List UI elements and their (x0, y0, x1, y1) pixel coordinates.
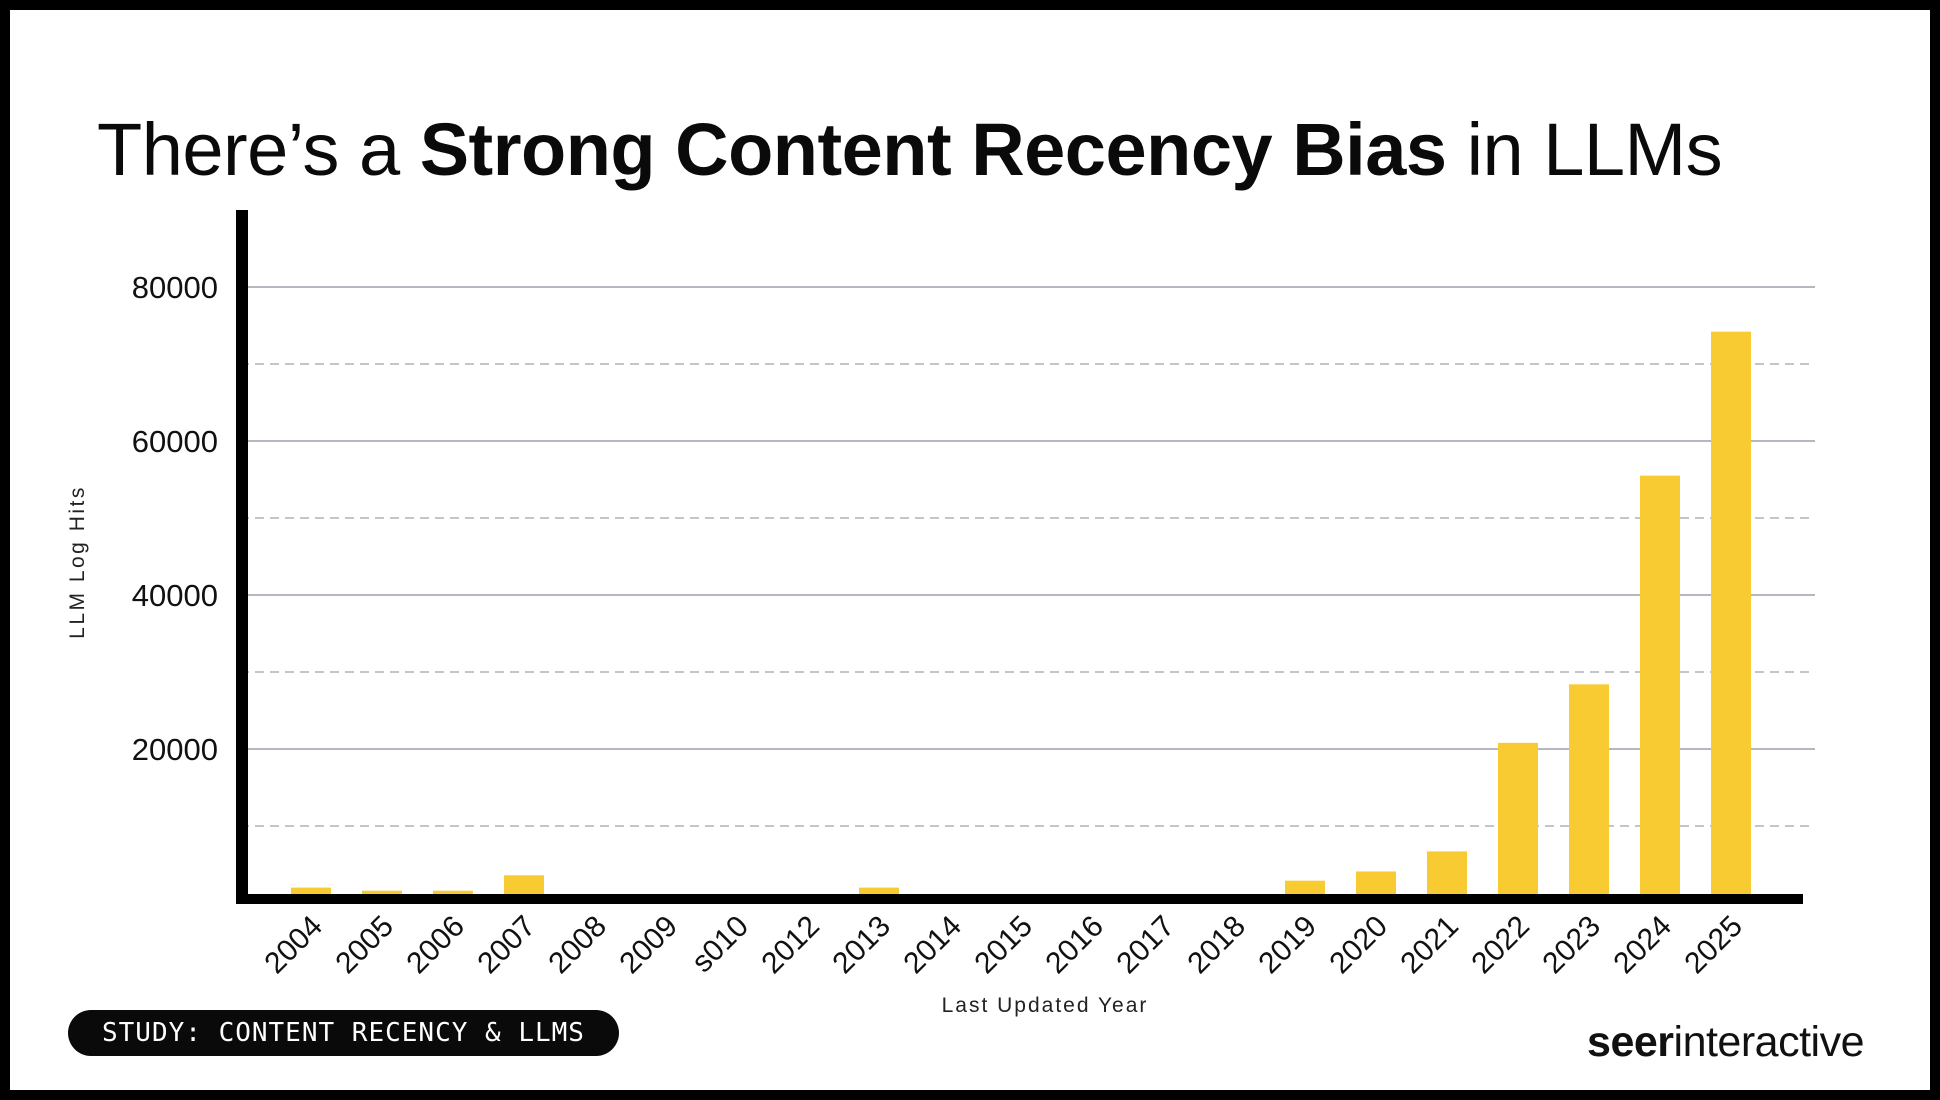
x-tick-label: 2019 (1252, 910, 1323, 981)
x-tick-label: 2015 (968, 910, 1039, 981)
title-suffix: in LLMs (1446, 107, 1723, 191)
bar (1640, 475, 1680, 904)
study-badge: STUDY: CONTENT RECENCY & LLMS (68, 1010, 619, 1056)
x-tick-label: 2006 (400, 910, 471, 981)
logo-bold-part: seer (1587, 1018, 1674, 1066)
x-axis-title: Last Updated Year (942, 994, 1149, 1017)
x-tick-label: 2012 (755, 910, 826, 981)
title-emphasis: Strong Content Recency Bias (419, 107, 1447, 191)
y-tick-label: 80000 (132, 270, 218, 305)
bar (1711, 331, 1751, 904)
logo-regular-part: interactive (1673, 1018, 1865, 1066)
page-title: There’s a Strong Content Recency Bias in… (97, 107, 1723, 192)
x-tick-label: 2016 (1039, 910, 1110, 981)
x-tick-label: 2014 (897, 910, 968, 981)
x-tick-label: s010 (686, 910, 755, 979)
bar (1498, 742, 1538, 904)
x-tick-label: 2022 (1465, 910, 1536, 981)
x-tick-label: 2025 (1678, 910, 1749, 981)
x-tick-label: 2013 (826, 910, 897, 981)
seer-interactive-logo: seerinteractive (1587, 1018, 1864, 1067)
x-tick-label: 2007 (471, 910, 542, 981)
y-tick-label: 20000 (132, 732, 218, 767)
x-tick-label: 2018 (1181, 910, 1252, 981)
y-axis-line (236, 210, 248, 904)
x-tick-label: 2004 (258, 910, 329, 981)
y-tick-label: 40000 (132, 578, 218, 613)
x-tick-label: 2009 (613, 910, 684, 981)
bar-chart: 20000 40000 60000 80000 2004 2005 2006 2007 2008… (66, 210, 1815, 1017)
y-tick-label: 60000 (132, 424, 218, 459)
x-tick-label: 2005 (329, 910, 400, 981)
x-axis-line (236, 894, 1803, 904)
x-tick-label: 2021 (1394, 910, 1465, 981)
x-tick-label: 2024 (1607, 910, 1678, 981)
x-tick-label: 2020 (1323, 910, 1394, 981)
bar (1569, 684, 1609, 904)
x-tick-label: 2023 (1536, 910, 1607, 981)
x-tick-label: 2008 (542, 910, 613, 981)
y-axis-title: LLM Log Hits (66, 485, 89, 639)
title-prefix: There’s a (97, 107, 420, 191)
x-tick-label: 2017 (1110, 910, 1181, 981)
